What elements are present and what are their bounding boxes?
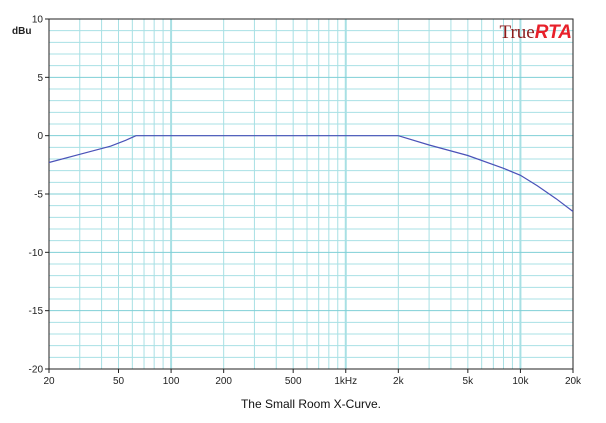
y-tick-label: -15 xyxy=(29,306,44,317)
x-tick-label: 20k xyxy=(565,376,582,387)
grid xyxy=(49,19,573,369)
x-tick-label: 50 xyxy=(113,376,125,387)
truerta-logo: TrueRTA xyxy=(500,22,573,43)
x-tick-label: 20 xyxy=(43,376,55,387)
y-tick-label: -10 xyxy=(29,248,44,259)
x-tick-label: 500 xyxy=(285,376,302,387)
y-axis-unit-label: dBu xyxy=(12,26,31,37)
x-tick-label: 200 xyxy=(215,376,232,387)
x-tick-label: 2k xyxy=(393,376,405,387)
y-tick-label: 10 xyxy=(32,15,44,26)
logo-true-text: True xyxy=(500,22,535,43)
series xyxy=(48,135,574,212)
x-tick-label: 100 xyxy=(163,376,180,387)
x-tick-label: 10k xyxy=(512,376,529,387)
y-tick-label: 0 xyxy=(37,131,43,142)
logo-rta-text: RTA xyxy=(535,22,572,43)
chart-caption: The Small Room X-Curve. xyxy=(241,397,381,411)
x-tick-label: 1kHz xyxy=(334,376,357,387)
x-tick-label: 5k xyxy=(463,376,475,387)
y-tick-label: -20 xyxy=(29,365,44,376)
y-tick-label: -5 xyxy=(34,190,43,201)
x-curve-line xyxy=(48,135,574,212)
y-tick-label: 5 xyxy=(37,73,43,84)
